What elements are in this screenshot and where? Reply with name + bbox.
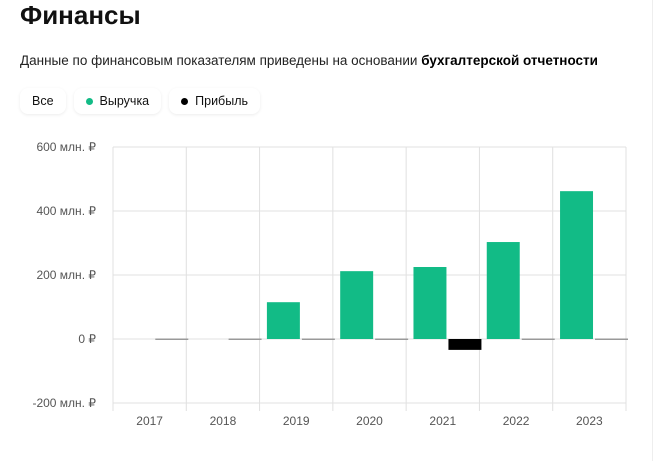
filter-label: Все — [32, 94, 54, 108]
y-tick-label: 200 млн. ₽ — [36, 268, 96, 282]
bar-profit-2022 — [521, 338, 555, 340]
filter-revenue[interactable]: Выручка — [73, 88, 162, 114]
x-tick-label: 2017 — [136, 414, 163, 428]
filter-label: Прибыль — [195, 94, 249, 108]
y-tick-label: 0 ₽ — [78, 332, 96, 346]
x-tick-label: 2023 — [576, 414, 603, 428]
x-tick-label: 2018 — [210, 414, 237, 428]
x-tick-label: 2021 — [429, 414, 456, 428]
y-tick-label: -200 млн. ₽ — [32, 396, 96, 410]
filter-label: Выручка — [99, 94, 150, 108]
y-tick-label: 600 млн. ₽ — [36, 140, 96, 154]
subtitle-text: Данные по финансовым показателям приведе… — [20, 53, 422, 68]
filters: Все Выручка Прибыль — [20, 88, 261, 114]
bar-profit-2018 — [228, 338, 262, 340]
bar-revenue-2022 — [486, 242, 520, 339]
profit-dot-icon — [181, 97, 189, 105]
filter-profit[interactable]: Прибыль — [169, 88, 261, 114]
accounting-link[interactable]: бухгалтерской отчетности — [421, 53, 598, 68]
x-tick-label: 2020 — [356, 414, 383, 428]
subtitle: Данные по финансовым показателям приведе… — [20, 53, 598, 68]
panel-edge — [652, 0, 653, 461]
bar-revenue-2019 — [266, 302, 300, 339]
bar-profit-2020 — [375, 338, 409, 340]
page-title: Финансы — [20, 0, 141, 30]
filter-all[interactable]: Все — [20, 88, 66, 114]
revenue-dot-icon — [85, 97, 93, 105]
bar-profit-2019 — [301, 338, 335, 340]
y-tick-label: 400 млн. ₽ — [36, 204, 96, 218]
bar-profit-2023 — [595, 338, 628, 340]
bar-profit-2021 — [448, 339, 482, 350]
bar-revenue-2023 — [560, 191, 594, 339]
x-tick-label: 2019 — [283, 414, 310, 428]
bar-revenue-2021 — [413, 267, 447, 339]
bar-profit-2017 — [155, 338, 189, 340]
x-tick-label: 2022 — [503, 414, 530, 428]
bar-revenue-2020 — [340, 271, 374, 339]
